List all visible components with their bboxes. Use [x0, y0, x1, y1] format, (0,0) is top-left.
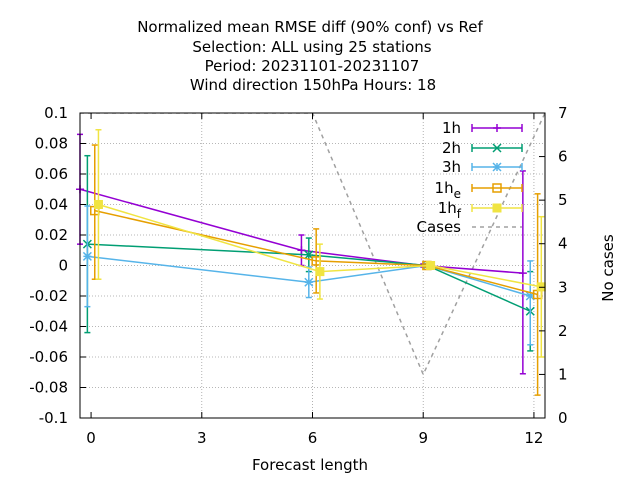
legend-label: 1h — [442, 119, 461, 137]
y-tick-label: 0 — [58, 257, 68, 275]
series-marker — [518, 269, 527, 278]
y-tick-label: -0.1 — [39, 409, 68, 427]
y2-tick-label: 3 — [558, 278, 568, 296]
series-5 — [93, 129, 546, 358]
marker-fill — [315, 267, 325, 277]
marker-stroke — [492, 183, 502, 193]
series-line — [94, 209, 538, 296]
y2-tick-label: 6 — [558, 148, 568, 166]
series-marker — [493, 124, 501, 132]
legend-entry: 1hf — [438, 199, 523, 221]
series-marker — [82, 251, 92, 261]
legend-entry: 1he — [435, 179, 523, 201]
y2-tick-label: 0 — [558, 409, 568, 427]
y2-tick-label: 1 — [558, 365, 568, 383]
y2-tick-label: 7 — [558, 104, 568, 122]
legend-label: Cases — [416, 218, 461, 236]
marker-fill — [492, 203, 502, 213]
series-layer — [76, 129, 546, 396]
series-marker — [492, 143, 502, 153]
marker-stroke — [304, 250, 314, 260]
y-tick-label: -0.06 — [29, 348, 68, 366]
series-marker — [492, 183, 502, 193]
y-tick-label: 0.1 — [44, 104, 68, 122]
x-tick-label: 3 — [197, 429, 207, 447]
legend-entry: 3h — [442, 158, 523, 176]
x-tick-label: 9 — [418, 429, 428, 447]
marker-stroke — [304, 277, 314, 287]
chart-title: Normalized mean RMSE diff (90% conf) vs … — [137, 18, 483, 94]
marker-stroke — [492, 143, 502, 153]
legend-entry: 1h — [442, 119, 523, 137]
title-line-2: Selection: ALL using 25 stations — [192, 38, 431, 56]
y-tick-label: 0.04 — [35, 196, 68, 214]
legend-subscript: e — [454, 187, 461, 201]
marker-stroke — [82, 251, 92, 261]
legend-label: 3h — [442, 158, 461, 176]
title-line-4: Wind direction 150hPa Hours: 18 — [190, 76, 436, 94]
y2-axis-label: No cases — [599, 234, 617, 302]
y-tick-label: -0.08 — [29, 379, 68, 397]
y-tick-label: 0.08 — [35, 135, 68, 153]
series-line — [79, 188, 523, 274]
y2-tick-label: 2 — [558, 322, 568, 340]
legend-label: 2h — [442, 139, 461, 157]
ticks: 0 3 6 9 12-0.1-0.08-0.06-0.04-0.0200.020.040… — [29, 104, 567, 447]
y-tick-label: -0.02 — [29, 287, 68, 305]
y2-tick-label: 4 — [558, 235, 568, 253]
grid — [80, 113, 545, 418]
y-tick-label: 0.02 — [35, 226, 68, 244]
legend-entry: Cases — [416, 218, 522, 236]
series-marker — [304, 277, 314, 287]
series-line — [87, 255, 531, 297]
marker-stroke — [492, 162, 502, 172]
x-tick-label: 0 — [86, 429, 96, 447]
series-line — [98, 203, 542, 288]
series-marker — [93, 200, 103, 209]
title-line-1: Normalized mean RMSE diff (90% conf) vs … — [137, 18, 483, 36]
series-marker — [426, 261, 436, 270]
series-marker — [492, 162, 502, 172]
series-marker — [492, 203, 502, 213]
y-tick-label: 0.06 — [35, 165, 68, 183]
marker-fill — [93, 200, 103, 209]
series-marker — [315, 267, 325, 277]
legend-label: 1hf — [438, 199, 462, 221]
series-2 — [82, 154, 535, 352]
series-line — [87, 243, 531, 312]
legend-label: 1he — [435, 179, 461, 201]
y-tick-label: -0.04 — [29, 318, 68, 336]
y2-tick-label: 5 — [558, 191, 568, 209]
legend-entry: 2h — [442, 139, 523, 157]
legend-subscript: f — [457, 207, 462, 221]
marker-fill — [426, 261, 436, 270]
x-axis-label: Forecast length — [252, 456, 368, 474]
x-tick-label: 6 — [308, 429, 318, 447]
x-tick-label: 12 — [524, 429, 543, 447]
title-line-3: Period: 20231101-20231107 — [205, 57, 420, 75]
series-marker — [297, 246, 306, 255]
